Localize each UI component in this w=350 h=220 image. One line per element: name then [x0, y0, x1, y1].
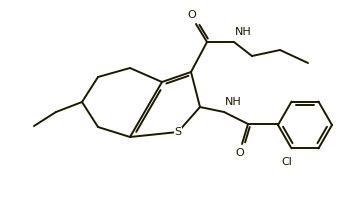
Text: Cl: Cl	[281, 157, 292, 167]
Text: S: S	[174, 127, 182, 137]
Text: O: O	[236, 148, 244, 158]
Text: O: O	[188, 10, 196, 20]
Text: NH: NH	[225, 97, 242, 107]
Text: NH: NH	[235, 27, 252, 37]
